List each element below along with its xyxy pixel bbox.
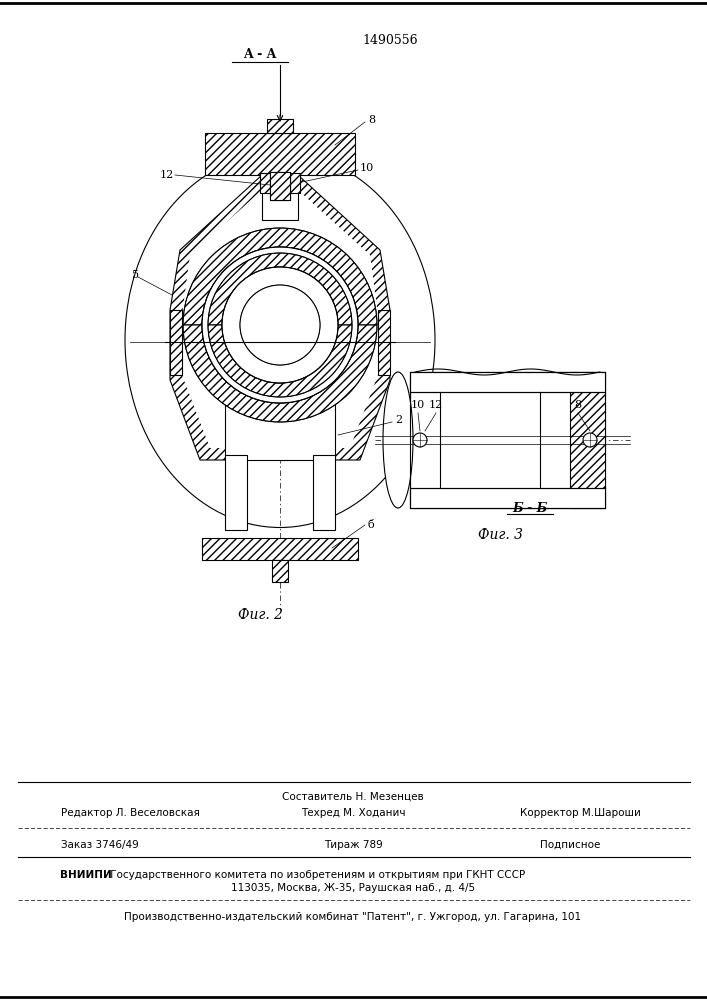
Wedge shape [183,325,377,422]
Text: Производственно-издательский комбинат "Патент", г. Ужгород, ул. Гагарина, 101: Производственно-издательский комбинат "П… [124,912,582,922]
Text: Фиг. 2: Фиг. 2 [238,608,283,622]
Polygon shape [378,310,390,375]
Ellipse shape [222,267,338,383]
Text: 12: 12 [429,400,443,410]
Text: A - A: A - A [243,48,276,62]
Polygon shape [182,190,378,448]
Wedge shape [208,253,352,325]
Ellipse shape [202,247,358,403]
Text: Корректор М.Шароши: Корректор М.Шароши [520,808,641,818]
Bar [313,455,335,530]
Bar [262,190,298,220]
Text: Фиг. 3: Фиг. 3 [477,528,522,542]
Wedge shape [208,325,352,397]
Text: 1490556: 1490556 [362,33,418,46]
Ellipse shape [240,285,320,365]
Bar [225,375,335,460]
Bar [410,372,605,392]
Bar [205,133,355,175]
Polygon shape [170,310,182,375]
Text: 113035, Москва, Ж-35, Раушская наб., д. 4/5: 113035, Москва, Ж-35, Раушская наб., д. … [231,883,475,893]
Text: ВНИИПИ: ВНИИПИ [60,870,112,880]
Bar [267,119,293,133]
Bar [225,455,247,530]
Text: Техред М. Ходанич: Техред М. Ходанич [300,808,405,818]
Text: б: б [368,520,375,530]
Circle shape [583,433,597,447]
Bar [570,372,605,508]
Text: Заказ 3746/49: Заказ 3746/49 [61,840,139,850]
Bar [410,372,605,508]
Text: 8: 8 [574,400,582,410]
Bar [270,172,290,200]
Text: 10: 10 [360,163,374,173]
Ellipse shape [383,372,413,508]
Text: 8: 8 [368,115,375,125]
Text: 2: 2 [395,415,402,425]
Text: Редактор Л. Веселовская: Редактор Л. Веселовская [61,808,199,818]
Text: Подписное: Подписное [540,840,600,850]
Bar [202,538,358,560]
Text: Государственного комитета по изобретениям и открытиям при ГКНТ СССР: Государственного комитета по изобретения… [107,870,525,880]
Circle shape [413,433,427,447]
Text: 12: 12 [160,170,174,180]
Text: Тираж 789: Тираж 789 [324,840,382,850]
Text: 5: 5 [132,270,139,280]
Text: 10: 10 [411,400,425,410]
Polygon shape [170,175,390,460]
Bar [272,560,288,582]
Wedge shape [183,228,377,325]
Bar [410,488,605,508]
Text: Б - Б: Б - Б [513,502,548,514]
Bar [260,173,300,193]
Bar [270,172,290,200]
Text: Составитель Н. Мезенцев: Составитель Н. Мезенцев [282,792,424,802]
